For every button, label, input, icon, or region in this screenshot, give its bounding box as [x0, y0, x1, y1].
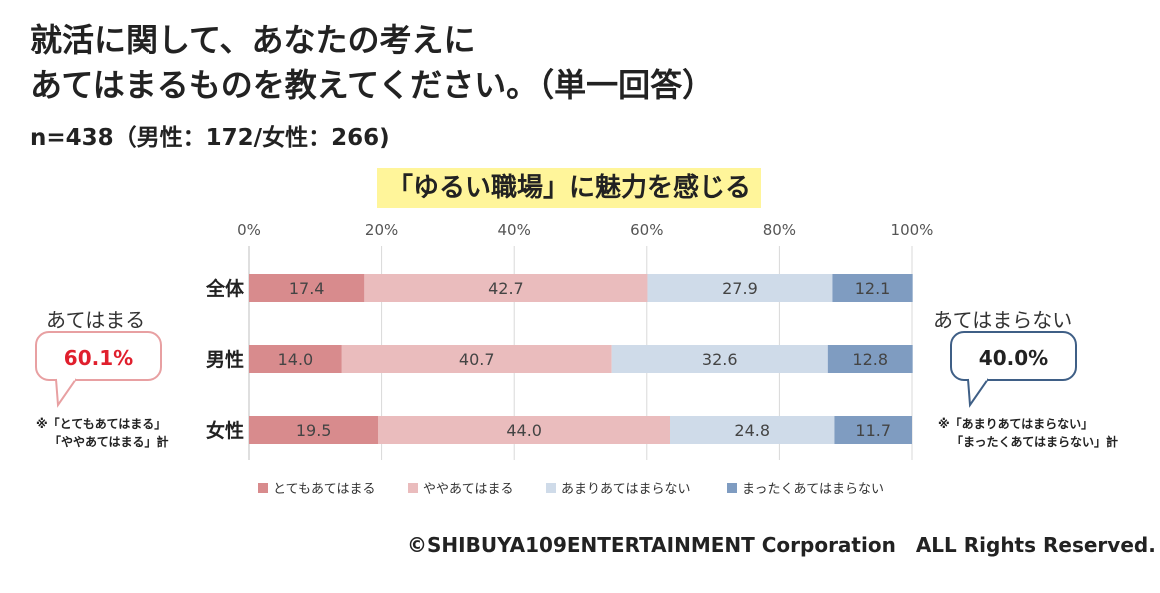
disagree-note-line-2: 「まったくあてはまらない」計: [951, 435, 1119, 449]
agree-label: あてはまる: [46, 308, 146, 332]
agree-total-bubble: 60.1%: [35, 331, 162, 381]
bar-segment: [378, 416, 671, 444]
bar-segment: [670, 416, 835, 444]
agree-note-line-1: ※「とてもあてはまる」: [36, 417, 167, 431]
bar-segment: [832, 274, 913, 302]
data-label: 27.9: [722, 279, 758, 298]
bar-segment: [364, 274, 648, 302]
copyright: ©SHIBUYA109ENTERTAINMENT Corporation ALL…: [407, 533, 1156, 557]
agree-note-line-2: 「ややあてはまる」計: [49, 435, 169, 449]
legend-swatch: [258, 483, 268, 493]
disagree-label: あてはまらない: [933, 308, 1073, 332]
bar-segment: [827, 345, 913, 373]
data-label: 32.6: [702, 350, 738, 369]
legend-label: とてもあてはまる: [273, 482, 375, 497]
x-tick-label: 100%: [891, 221, 934, 239]
disagree-total-bubble: 40.0%: [950, 331, 1077, 381]
category-label: 男性: [206, 348, 244, 371]
disagree-total-value: 40.0%: [978, 346, 1049, 370]
data-label: 17.4: [289, 279, 325, 298]
data-label: 19.5: [296, 421, 332, 440]
legend-swatch: [727, 483, 737, 493]
data-label: 24.8: [734, 421, 770, 440]
question-line-2: あてはまるものを教えてください。（単一回答）: [30, 66, 715, 104]
x-tick-label: 20%: [365, 221, 398, 239]
data-label: 12.8: [852, 350, 888, 369]
legend-label: あまりあてはまらない: [561, 482, 690, 497]
data-label: 40.7: [459, 350, 495, 369]
bar-segment: [834, 416, 912, 444]
bar-segment: [341, 345, 612, 373]
x-tick-label: 80%: [763, 221, 796, 239]
data-label: 11.7: [855, 421, 891, 440]
legend-swatch: [408, 483, 418, 493]
bar-segment: [249, 345, 342, 373]
disagree-bubble-tail: [967, 378, 989, 408]
bar-segment: [249, 274, 365, 302]
chart-subtitle: 「ゆるい職場」に魅力を感じる: [377, 168, 762, 208]
agree-bubble-tail: [55, 378, 77, 408]
x-tick-label: 60%: [630, 221, 663, 239]
category-label: 全体: [205, 277, 245, 300]
legend-swatch: [546, 483, 556, 493]
bar-segment: [611, 345, 828, 373]
question-line-1: 就活に関して、あなたの考えに: [30, 21, 476, 59]
x-tick-label: 0%: [237, 221, 261, 239]
sample-size: n=438（男性：172/女性：266): [30, 125, 390, 151]
legend-label: ややあてはまる: [423, 482, 513, 497]
x-tick-label: 40%: [498, 221, 531, 239]
bar-segment: [249, 416, 379, 444]
data-label: 12.1: [855, 279, 891, 298]
category-label: 女性: [206, 419, 244, 442]
data-label: 44.0: [506, 421, 542, 440]
legend-label: まったくあてはまらない: [742, 482, 884, 497]
agree-note: ※「とてもあてはまる」 「ややあてはまる」計: [36, 415, 169, 451]
disagree-note-line-1: ※「あまりあてはまらない」: [938, 417, 1094, 431]
chart-title-block: 就活に関して、あなたの考えに あてはまるものを教えてください。（単一回答）: [30, 18, 714, 108]
disagree-note: ※「あまりあてはまらない」 「まったくあてはまらない」計: [938, 415, 1118, 451]
bar-segment: [647, 274, 833, 302]
agree-total-value: 60.1%: [63, 346, 134, 370]
data-label: 14.0: [278, 350, 314, 369]
data-label: 42.7: [488, 279, 524, 298]
